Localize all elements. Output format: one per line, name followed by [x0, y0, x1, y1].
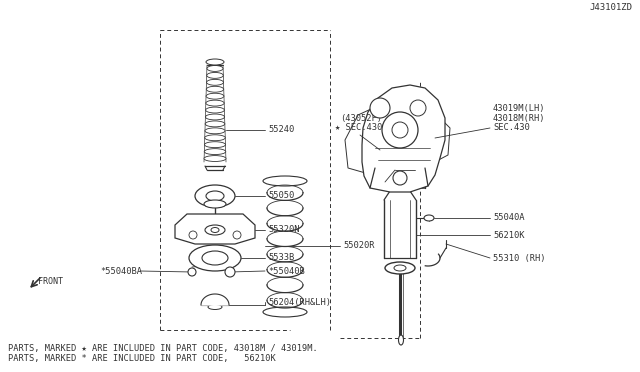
Ellipse shape: [206, 100, 224, 106]
Text: FRONT: FRONT: [38, 278, 63, 286]
Circle shape: [392, 122, 408, 138]
Text: 55040A: 55040A: [493, 214, 525, 222]
Ellipse shape: [424, 215, 434, 221]
Ellipse shape: [204, 155, 226, 161]
Ellipse shape: [207, 73, 223, 78]
Text: SEC.430: SEC.430: [493, 124, 530, 132]
Ellipse shape: [208, 305, 222, 310]
Polygon shape: [201, 294, 229, 305]
Polygon shape: [362, 85, 445, 192]
Circle shape: [225, 267, 235, 277]
Ellipse shape: [399, 335, 403, 345]
Ellipse shape: [207, 79, 223, 85]
Text: 55240: 55240: [268, 125, 294, 135]
Ellipse shape: [195, 185, 235, 207]
Text: J43101ZD: J43101ZD: [589, 3, 632, 13]
Ellipse shape: [204, 142, 225, 148]
Ellipse shape: [205, 107, 225, 113]
Text: 56204(RH&LH): 56204(RH&LH): [268, 298, 331, 307]
Text: ★ SEC.430: ★ SEC.430: [335, 124, 382, 132]
Text: 43019M(LH): 43019M(LH): [493, 103, 545, 112]
Ellipse shape: [263, 307, 307, 317]
Circle shape: [188, 268, 196, 276]
Ellipse shape: [204, 200, 226, 208]
Ellipse shape: [206, 191, 224, 201]
Ellipse shape: [205, 114, 225, 120]
Text: 55050: 55050: [268, 192, 294, 201]
Text: (43052F): (43052F): [340, 113, 382, 122]
Ellipse shape: [205, 128, 225, 134]
Circle shape: [410, 100, 426, 116]
Ellipse shape: [394, 265, 406, 271]
Text: 55310 (RH): 55310 (RH): [493, 253, 545, 263]
Circle shape: [233, 231, 241, 239]
Circle shape: [382, 112, 418, 148]
Ellipse shape: [207, 65, 223, 71]
Text: 43018M(RH): 43018M(RH): [493, 113, 545, 122]
Circle shape: [393, 171, 407, 185]
Ellipse shape: [385, 262, 415, 274]
Text: *55040BA: *55040BA: [100, 266, 142, 276]
Text: 5533B: 5533B: [268, 253, 294, 263]
Ellipse shape: [206, 59, 224, 65]
Ellipse shape: [205, 121, 225, 127]
Text: 55320N: 55320N: [268, 225, 300, 234]
Ellipse shape: [204, 149, 226, 154]
Ellipse shape: [205, 225, 225, 235]
Ellipse shape: [189, 245, 241, 271]
Text: 56210K: 56210K: [493, 231, 525, 240]
Ellipse shape: [211, 228, 219, 232]
Text: *55040B: *55040B: [268, 266, 305, 276]
Ellipse shape: [202, 251, 228, 265]
Polygon shape: [175, 214, 255, 244]
Ellipse shape: [206, 93, 224, 99]
Ellipse shape: [205, 135, 225, 141]
Text: PARTS, MARKED * ARE INCLUDED IN PART CODE,   56210K: PARTS, MARKED * ARE INCLUDED IN PART COD…: [8, 353, 276, 362]
Text: 55020R: 55020R: [343, 241, 374, 250]
Circle shape: [189, 231, 197, 239]
Circle shape: [370, 98, 390, 118]
Ellipse shape: [206, 86, 224, 92]
Ellipse shape: [263, 176, 307, 186]
Text: PARTS, MARKED ★ ARE INCLUDED IN PART CODE, 43018M / 43019M.: PARTS, MARKED ★ ARE INCLUDED IN PART COD…: [8, 344, 317, 353]
